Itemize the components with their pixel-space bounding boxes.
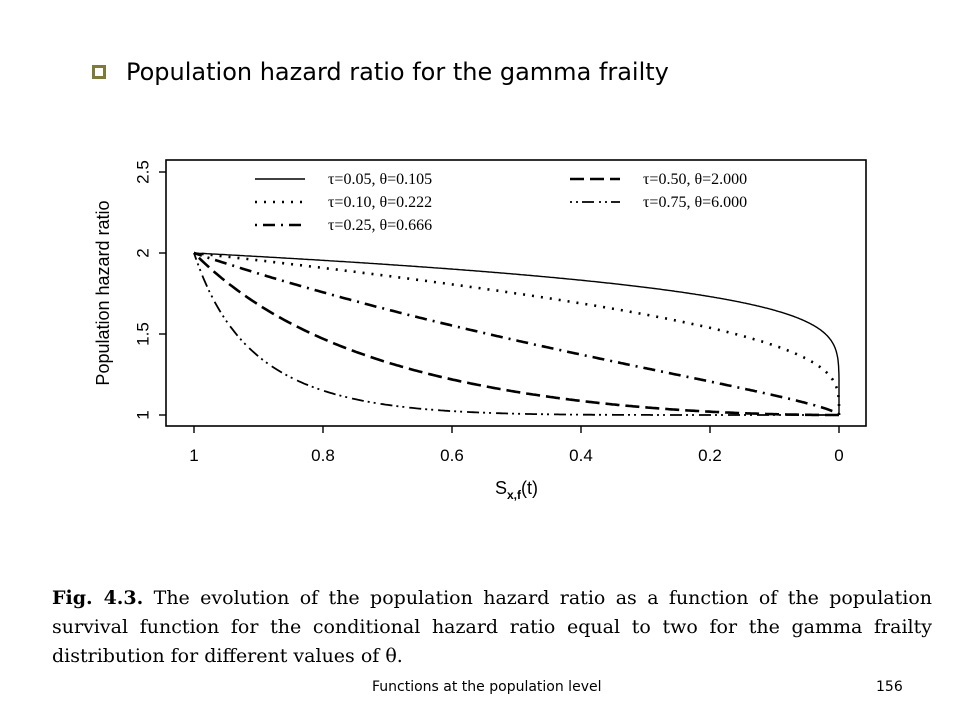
series-line xyxy=(193,252,839,416)
square-bullet-icon xyxy=(92,65,106,79)
hazard-ratio-chart: 1 0.8 0.6 0.4 0.2 0 1 1.5 2 2.5 Population hazard … xyxy=(93,159,867,502)
legend-label: τ=0.75, θ=6.000 xyxy=(643,194,747,211)
series-line xyxy=(193,252,839,417)
footer-title: Functions at the population level xyxy=(372,679,602,695)
caption-label: Fig. 4.3. xyxy=(52,587,144,609)
figure-caption: Fig. 4.3. The evolution of the populatio… xyxy=(52,584,932,671)
plot-frame xyxy=(165,159,867,427)
x-tick-label: 0 xyxy=(834,446,843,465)
x-tick-label: 0.4 xyxy=(569,446,593,465)
x-tick-label: 0.6 xyxy=(440,446,464,465)
legend-label: τ=0.50, θ=2.000 xyxy=(643,171,747,188)
slide-heading: Population hazard ratio for the gamma fr… xyxy=(92,58,669,86)
y-tick-label: 2.5 xyxy=(133,160,152,184)
y-axis-label: Population hazard ratio xyxy=(93,200,113,385)
series-line xyxy=(193,251,841,416)
x-tick-label: 0.2 xyxy=(698,446,722,465)
series-line xyxy=(193,252,840,415)
slide-title: Population hazard ratio for the gamma fr… xyxy=(126,58,669,86)
y-tick-label: 1.5 xyxy=(133,322,152,346)
x-axis-label: Sx,f(t) xyxy=(495,478,538,502)
legend-label: τ=0.25, θ=0.666 xyxy=(328,217,432,234)
legend-label: τ=0.05, θ=0.105 xyxy=(328,171,432,188)
legend-label: τ=0.10, θ=0.222 xyxy=(328,194,432,211)
y-tick-label: 2 xyxy=(133,248,152,257)
caption-text: The evolution of the population hazard r… xyxy=(52,587,932,667)
x-tick-label: 1 xyxy=(189,446,198,465)
page-number: 156 xyxy=(876,679,903,695)
y-tick-label: 1 xyxy=(133,410,152,419)
x-tick-label: 0.8 xyxy=(311,446,335,465)
